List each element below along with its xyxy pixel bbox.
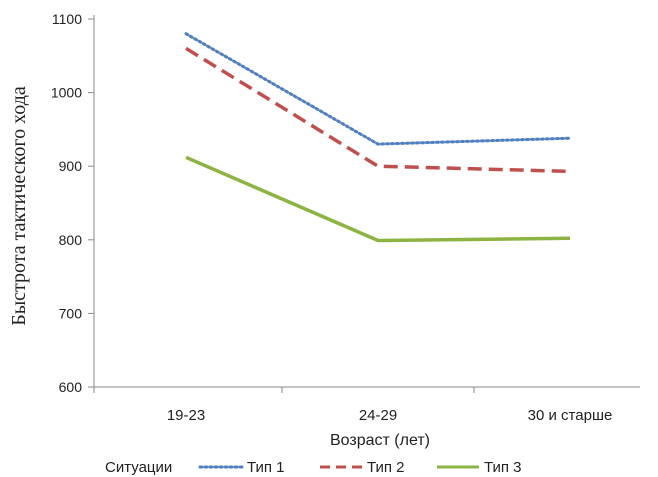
x-tick-label: 30 и старше bbox=[528, 407, 613, 424]
legend-label-1: Тип 1 bbox=[247, 459, 285, 476]
series-lines bbox=[184, 32, 572, 243]
series-line-2 bbox=[185, 46, 571, 174]
y-tick-label: 1100 bbox=[52, 11, 82, 27]
series-line-3 bbox=[185, 155, 571, 243]
x-axis: 19-23 24-29 30 и старше bbox=[93, 386, 640, 424]
series-line-1 bbox=[184, 32, 572, 146]
x-tick-label: 19-23 bbox=[167, 407, 205, 424]
x-axis-label: Возраст (лет) bbox=[330, 432, 430, 449]
y-tick-label: 800 bbox=[59, 232, 83, 248]
y-tick-label: 700 bbox=[59, 305, 83, 321]
y-tick-label: 1000 bbox=[51, 85, 82, 101]
y-axis: 600 700 800 900 1000 1100 bbox=[51, 11, 95, 395]
y-tick-label: 900 bbox=[59, 158, 83, 174]
legend-title: Ситуации bbox=[105, 459, 172, 476]
legend-label-2: Тип 2 bbox=[367, 459, 405, 476]
legend: Ситуации Тип 1 Тип 2 Тип 3 bbox=[105, 459, 522, 476]
x-tick-label: 24-29 bbox=[359, 407, 397, 424]
legend-label-3: Тип 3 bbox=[484, 459, 522, 476]
y-axis-label: Быстрота тактического хода bbox=[8, 86, 30, 326]
y-tick-label: 600 bbox=[59, 379, 83, 395]
